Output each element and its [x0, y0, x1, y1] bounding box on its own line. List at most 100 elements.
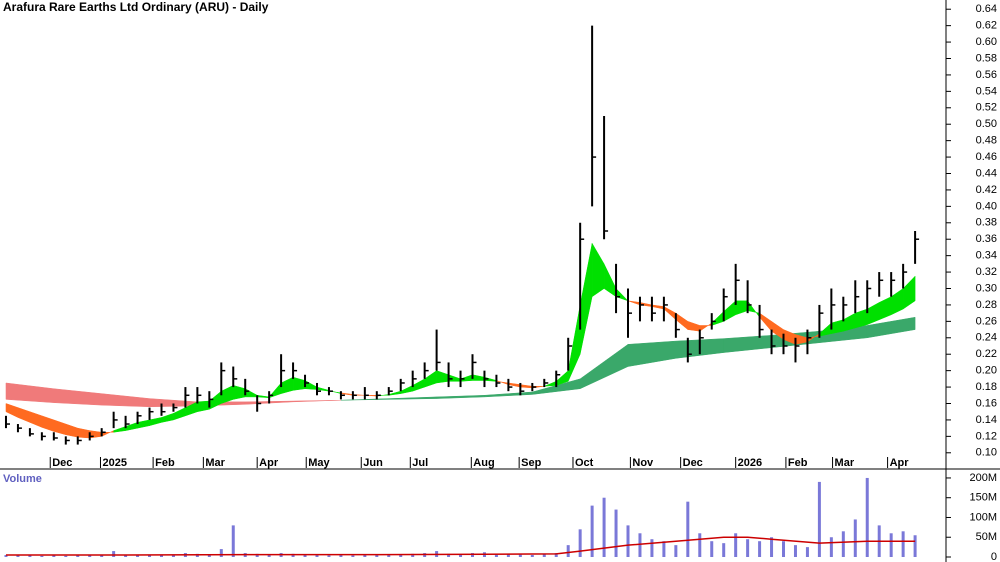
y-tick-label: 0.22	[976, 348, 997, 360]
volume-bar	[889, 533, 893, 557]
volume-bar	[100, 554, 104, 557]
x-tick-label: Apr	[890, 457, 910, 469]
volume-bar	[829, 537, 833, 557]
volume-bar	[746, 539, 750, 557]
y-tick-label: 0.30	[976, 282, 997, 294]
volume-bar	[817, 481, 821, 557]
y-tick-label: 0.44	[976, 167, 997, 179]
y-tick-label: 0.58	[976, 52, 997, 64]
volume-bar	[136, 554, 140, 557]
volume-bar	[734, 533, 738, 557]
volume-bar	[506, 553, 510, 557]
volume-bar	[638, 533, 642, 557]
volume-bar	[363, 555, 367, 557]
y-tick-label: 0.34	[976, 250, 997, 262]
volume-bar	[339, 555, 343, 557]
y-tick-label: 0.52	[976, 102, 997, 114]
x-tick-label: Aug	[473, 457, 494, 469]
volume-bar	[88, 555, 92, 557]
y-tick-label: 0.50	[976, 118, 997, 130]
x-tick-label: Jun	[363, 457, 383, 469]
volume-y-tick-label: 100M	[969, 511, 997, 523]
volume-bar	[4, 555, 8, 557]
y-tick-label: 0.46	[976, 151, 997, 163]
volume-bar	[171, 555, 175, 557]
y-tick-label: 0.48	[976, 135, 997, 147]
y-tick-label: 0.20	[976, 365, 997, 377]
volume-bar	[782, 541, 786, 557]
volume-bar	[375, 555, 379, 557]
y-tick-label: 0.54	[976, 85, 997, 97]
y-tick-label: 0.62	[976, 20, 997, 32]
y-tick-label: 0.16	[976, 397, 997, 409]
volume-bar	[650, 539, 654, 557]
volume-y-tick-label: 50M	[976, 531, 997, 543]
volume-bar	[698, 533, 702, 557]
volume-bar	[901, 531, 905, 557]
y-tick-label: 0.28	[976, 299, 997, 311]
x-tick-label: Apr	[259, 457, 279, 469]
volume-bar	[722, 543, 726, 557]
volume-bar	[351, 555, 355, 557]
volume-bar	[566, 545, 570, 557]
x-tick-label: Nov	[632, 457, 654, 469]
y-tick-label: 0.38	[976, 217, 997, 229]
y-tick-label: 0.32	[976, 266, 997, 278]
volume-bar	[219, 549, 223, 557]
x-tick-label: Mar	[835, 457, 855, 469]
volume-y-tick-label: 150M	[969, 492, 997, 504]
volume-bar	[291, 553, 295, 557]
volume-bar	[494, 554, 498, 557]
volume-bar	[40, 555, 44, 557]
y-tick-label: 0.56	[976, 69, 997, 81]
volume-bar	[770, 537, 774, 557]
volume-bar	[315, 555, 319, 557]
volume-bar	[853, 519, 857, 557]
volume-bar	[542, 553, 546, 557]
y-tick-label: 0.40	[976, 200, 997, 212]
y-tick-label: 0.18	[976, 381, 997, 393]
ma-band-segment	[902, 275, 916, 310]
y-tick-label: 0.12	[976, 430, 997, 442]
x-tick-label: Mar	[205, 457, 225, 469]
volume-bar	[112, 551, 116, 557]
volume-bar	[267, 554, 271, 557]
volume-bar	[16, 555, 20, 557]
volume-bar	[303, 554, 307, 557]
x-tick-label: 2026	[738, 457, 762, 469]
volume-bar	[471, 553, 474, 557]
volume-bar	[590, 505, 594, 557]
volume-bar	[159, 554, 163, 557]
x-tick-label: Feb	[155, 457, 175, 469]
volume-bar	[64, 555, 68, 557]
y-tick-label: 0.60	[976, 36, 997, 48]
x-tick-label: May	[308, 457, 330, 469]
x-tick-label: 2025	[102, 457, 126, 469]
x-tick-label: Sep	[521, 457, 541, 469]
x-tick-label: Feb	[788, 457, 808, 469]
volume-label: Volume	[3, 473, 42, 485]
volume-bar	[602, 497, 606, 557]
y-tick-label: 0.14	[976, 414, 997, 426]
volume-bar	[76, 555, 80, 557]
volume-bar	[459, 554, 463, 557]
x-tick-label: Dec	[52, 457, 72, 469]
volume-bar	[686, 501, 690, 557]
volume-bar	[207, 554, 211, 557]
volume-bar	[124, 555, 128, 557]
volume-bar	[805, 547, 809, 557]
volume-y-tick-label: 0	[991, 551, 997, 562]
volume-bar	[530, 555, 534, 557]
volume-bar	[399, 554, 403, 557]
ma-band-segment	[292, 399, 341, 403]
volume-bar	[52, 555, 56, 557]
volume-bar	[758, 541, 762, 557]
volume-bar	[148, 555, 152, 557]
volume-bar	[327, 555, 331, 557]
volume-bar	[865, 477, 869, 557]
volume-bar	[578, 529, 582, 557]
volume-bar	[793, 545, 797, 557]
